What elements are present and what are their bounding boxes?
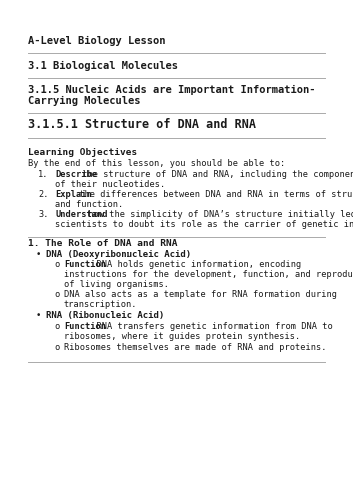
Text: o: o [54,260,59,269]
Text: By the end of this lesson, you should be able to:: By the end of this lesson, you should be… [28,159,285,168]
Text: 1. The Role of DNA and RNA: 1. The Role of DNA and RNA [28,239,178,248]
Text: Learning Objectives: Learning Objectives [28,148,137,157]
Text: Carrying Molecules: Carrying Molecules [28,96,140,106]
Text: of their nucleotides.: of their nucleotides. [55,180,165,189]
Text: o: o [54,290,59,299]
Text: •: • [36,250,41,259]
Text: 3.1 Biological Molecules: 3.1 Biological Molecules [28,61,178,71]
Text: and function.: and function. [55,200,123,209]
Text: the differences between DNA and RNA in terms of structure: the differences between DNA and RNA in t… [74,190,353,199]
Text: how the simplicity of DNA’s structure initially led: how the simplicity of DNA’s structure in… [83,210,353,219]
Text: Understand: Understand [55,210,108,219]
Text: 1.: 1. [38,170,48,179]
Text: 3.: 3. [38,210,48,219]
Text: DNA (Deoxyribonucleic Acid): DNA (Deoxyribonucleic Acid) [46,250,191,259]
Text: Function: Function [64,260,106,269]
Text: 3.1.5.1 Structure of DNA and RNA: 3.1.5.1 Structure of DNA and RNA [28,118,256,131]
Text: 3.1.5 Nucleic Acids are Important Information-: 3.1.5 Nucleic Acids are Important Inform… [28,85,316,95]
Text: scientists to doubt its role as the carrier of genetic information.: scientists to doubt its role as the carr… [55,220,353,229]
Text: of living organisms.: of living organisms. [64,280,169,289]
Text: 2.: 2. [38,190,48,199]
Text: Ribosomes themselves are made of RNA and proteins.: Ribosomes themselves are made of RNA and… [64,343,327,352]
Text: transcription.: transcription. [64,300,138,309]
Text: o: o [54,322,59,331]
Text: Describe: Describe [55,170,97,179]
Text: : DNA holds genetic information, encoding: : DNA holds genetic information, encodin… [86,260,301,269]
Text: •: • [36,311,41,320]
Text: A-Level Biology Lesson: A-Level Biology Lesson [28,36,166,46]
Text: :: : [125,250,130,259]
Text: DNA also acts as a template for RNA formation during: DNA also acts as a template for RNA form… [64,290,337,299]
Text: Function: Function [64,322,106,331]
Text: Explain: Explain [55,190,92,199]
Text: RNA (Ribonucleic Acid): RNA (Ribonucleic Acid) [46,311,164,320]
Text: :: : [110,311,115,320]
Text: instructions for the development, function, and reproduction: instructions for the development, functi… [64,270,353,279]
Text: ribosomes, where it guides protein synthesis.: ribosomes, where it guides protein synth… [64,332,300,341]
Text: o: o [54,343,59,352]
Text: : RNA transfers genetic information from DNA to: : RNA transfers genetic information from… [86,322,333,331]
Text: the structure of DNA and RNA, including the components: the structure of DNA and RNA, including … [77,170,353,179]
